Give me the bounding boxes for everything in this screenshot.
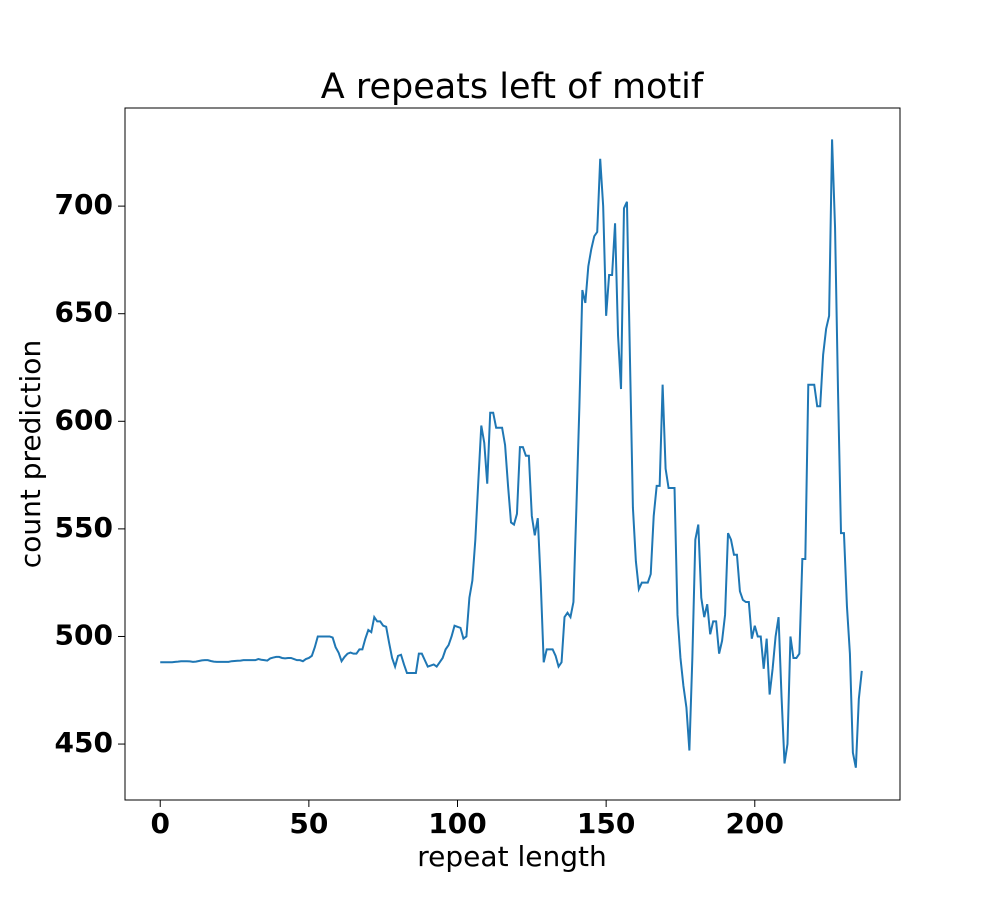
x-tick-label: 150 [577, 807, 635, 840]
y-tick-label: 500 [55, 618, 113, 651]
chart-title: A repeats left of motif [321, 67, 704, 107]
plot-frame [124, 107, 901, 801]
y-tick-label: 550 [55, 511, 113, 544]
y-tick-label: 600 [55, 403, 113, 436]
y-axis-label: count prediction [14, 340, 47, 568]
x-tick-label: 200 [726, 807, 784, 840]
x-tick-label: 100 [428, 807, 486, 840]
x-axis-label: repeat length [417, 840, 606, 873]
y-tick-label: 700 [55, 188, 113, 221]
x-tick-label: 0 [150, 807, 169, 840]
data-line [160, 139, 863, 768]
y-tick-label: 450 [55, 726, 113, 759]
x-tick-label: 50 [289, 807, 328, 840]
y-tick-label: 650 [55, 296, 113, 329]
